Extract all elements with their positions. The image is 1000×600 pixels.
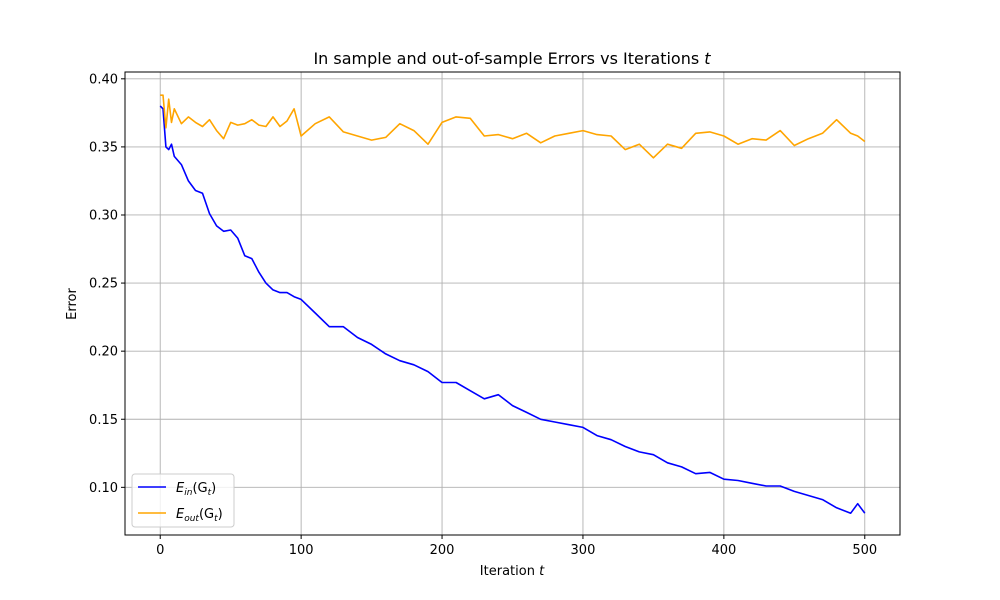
x-tick-label: 300 <box>571 543 596 558</box>
x-tick-label: 100 <box>289 543 314 558</box>
legend-label-eout: Eout(Gt) <box>176 507 223 524</box>
axes-frame <box>124 71 901 536</box>
legend: Ein(Gt) Eout(Gt) <box>131 473 235 528</box>
x-tick-label: 500 <box>852 543 877 558</box>
chart-title: In sample and out-of-sample Errors vs It… <box>313 49 711 68</box>
y-axis-label: Error <box>65 288 80 320</box>
y-axis-ticks: 0.10 0.15 0.20 0.25 0.30 0.35 0.40 <box>89 72 125 496</box>
x-tick-label: 200 <box>430 543 455 558</box>
y-tick-label: 0.15 <box>89 413 118 428</box>
series-layer <box>159 94 866 515</box>
ein-series-line <box>159 105 866 515</box>
y-tick-label: 0.20 <box>89 345 118 360</box>
grid-lines <box>125 72 900 535</box>
x-tick-label: 400 <box>711 543 736 558</box>
x-tick-label: 0 <box>156 543 164 558</box>
legend-label-ein: Ein(Gt) <box>176 481 216 498</box>
y-tick-label: 0.25 <box>89 277 118 292</box>
y-tick-label: 0.35 <box>89 140 118 155</box>
x-axis-ticks: 0 100 200 300 400 500 <box>156 535 877 558</box>
eout-series-line <box>160 94 866 159</box>
x-axis-label: Iteration t <box>480 564 545 579</box>
y-tick-label: 0.40 <box>89 72 118 87</box>
y-tick-label: 0.30 <box>89 208 118 223</box>
y-tick-label: 0.10 <box>89 481 118 496</box>
